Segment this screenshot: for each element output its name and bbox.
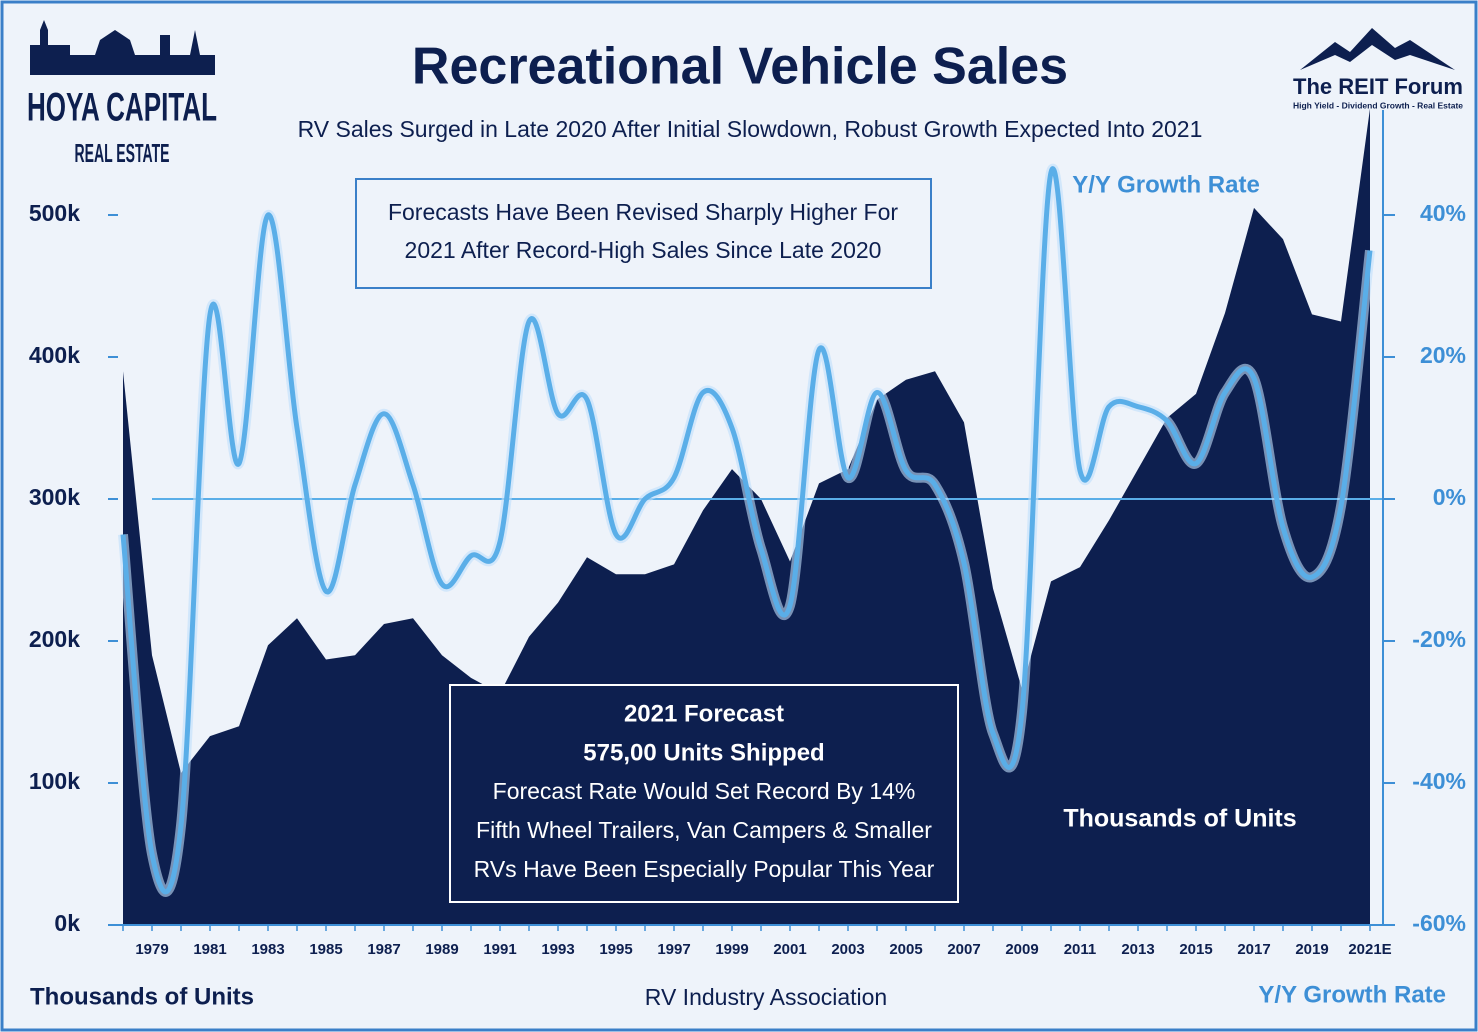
logo-left-sub: REAL ESTATE bbox=[75, 138, 170, 168]
x-tick-label: 1997 bbox=[657, 941, 690, 958]
y2-tick-label: 0% bbox=[1433, 484, 1466, 510]
source: RV Industry Association bbox=[645, 984, 887, 1010]
y-tick-label: 500k bbox=[29, 200, 80, 226]
growth-line bbox=[120, 166, 1373, 895]
y2-tick-label: -40% bbox=[1412, 768, 1466, 794]
x-tick-label: 2003 bbox=[831, 941, 864, 958]
y-tick-label: 300k bbox=[29, 484, 80, 510]
x-tick-label: 1999 bbox=[715, 941, 748, 958]
legend-units: Thousands of Units bbox=[1063, 805, 1296, 833]
y2-tick-label: 20% bbox=[1420, 342, 1466, 368]
x-tick-label: 1985 bbox=[309, 941, 342, 958]
x-tick-label: 1983 bbox=[251, 941, 284, 958]
y-tick-label: 0k bbox=[54, 910, 80, 936]
y2-tick-label: -60% bbox=[1412, 910, 1466, 936]
forecast-text: 2021 Forecast bbox=[624, 700, 784, 727]
note-box bbox=[355, 178, 932, 289]
logo-left: HOYA CAPITAL bbox=[27, 86, 217, 130]
skyline bbox=[30, 20, 215, 75]
x-tick-label: 2005 bbox=[889, 941, 922, 958]
forecast-text: Forecast Rate Would Set Record By 14% bbox=[493, 778, 916, 804]
logo-right: The REIT Forum bbox=[1293, 74, 1463, 99]
y2-axis-title: Y/Y Growth Rate bbox=[1258, 981, 1446, 1008]
x-tick-label: 2001 bbox=[773, 941, 806, 958]
forecast-text: Fifth Wheel Trailers, Van Campers & Smal… bbox=[476, 817, 932, 843]
chart-title: Recreational Vehicle Sales bbox=[412, 38, 1068, 96]
area bbox=[123, 108, 1370, 925]
x-tick-label: 2009 bbox=[1005, 941, 1038, 958]
subtitle: RV Sales Surged in Late 2020 After Initi… bbox=[298, 116, 1203, 142]
x-tick-label: 2021E bbox=[1348, 941, 1391, 958]
note-text: 2021 After Record-High Sales Since Late … bbox=[405, 237, 882, 263]
x-tick-label: 1981 bbox=[193, 941, 226, 958]
logo-right-sub: High Yield - Dividend Growth - Real Esta… bbox=[1293, 100, 1463, 110]
legend-growth: Y/Y Growth Rate bbox=[1072, 171, 1260, 198]
forecast-text: RVs Have Been Especially Popular This Ye… bbox=[474, 856, 935, 882]
y-tick-label: 400k bbox=[29, 342, 80, 368]
x-tick-label: 1995 bbox=[599, 941, 632, 958]
y2-tick-label: -20% bbox=[1412, 626, 1466, 652]
x-tick-label: 1979 bbox=[135, 941, 168, 958]
x-tick-label: 1987 bbox=[367, 941, 400, 958]
y-tick-label: 200k bbox=[29, 626, 80, 652]
forecast-text: 575,00 Units Shipped bbox=[583, 739, 824, 766]
x-tick-label: 2011 bbox=[1064, 941, 1097, 958]
x-tick-label: 1993 bbox=[541, 941, 574, 958]
x-tick-label: 2015 bbox=[1179, 941, 1212, 958]
x-tick-label: 1989 bbox=[425, 941, 458, 958]
x-tick-label: 1991 bbox=[483, 941, 516, 958]
x-tick-label: 2013 bbox=[1121, 941, 1154, 958]
y-tick-label: 100k bbox=[29, 768, 80, 794]
y2-tick-label: 40% bbox=[1420, 200, 1466, 226]
x-tick-label: 2017 bbox=[1237, 941, 1270, 958]
x-tick-label: 2007 bbox=[947, 941, 980, 958]
mountains bbox=[1300, 28, 1455, 70]
forecast-box bbox=[449, 684, 959, 903]
y-axis-title: Thousands of Units bbox=[30, 983, 254, 1010]
note-text: Forecasts Have Been Revised Sharply High… bbox=[388, 199, 898, 225]
x-tick-label: 2019 bbox=[1295, 941, 1328, 958]
